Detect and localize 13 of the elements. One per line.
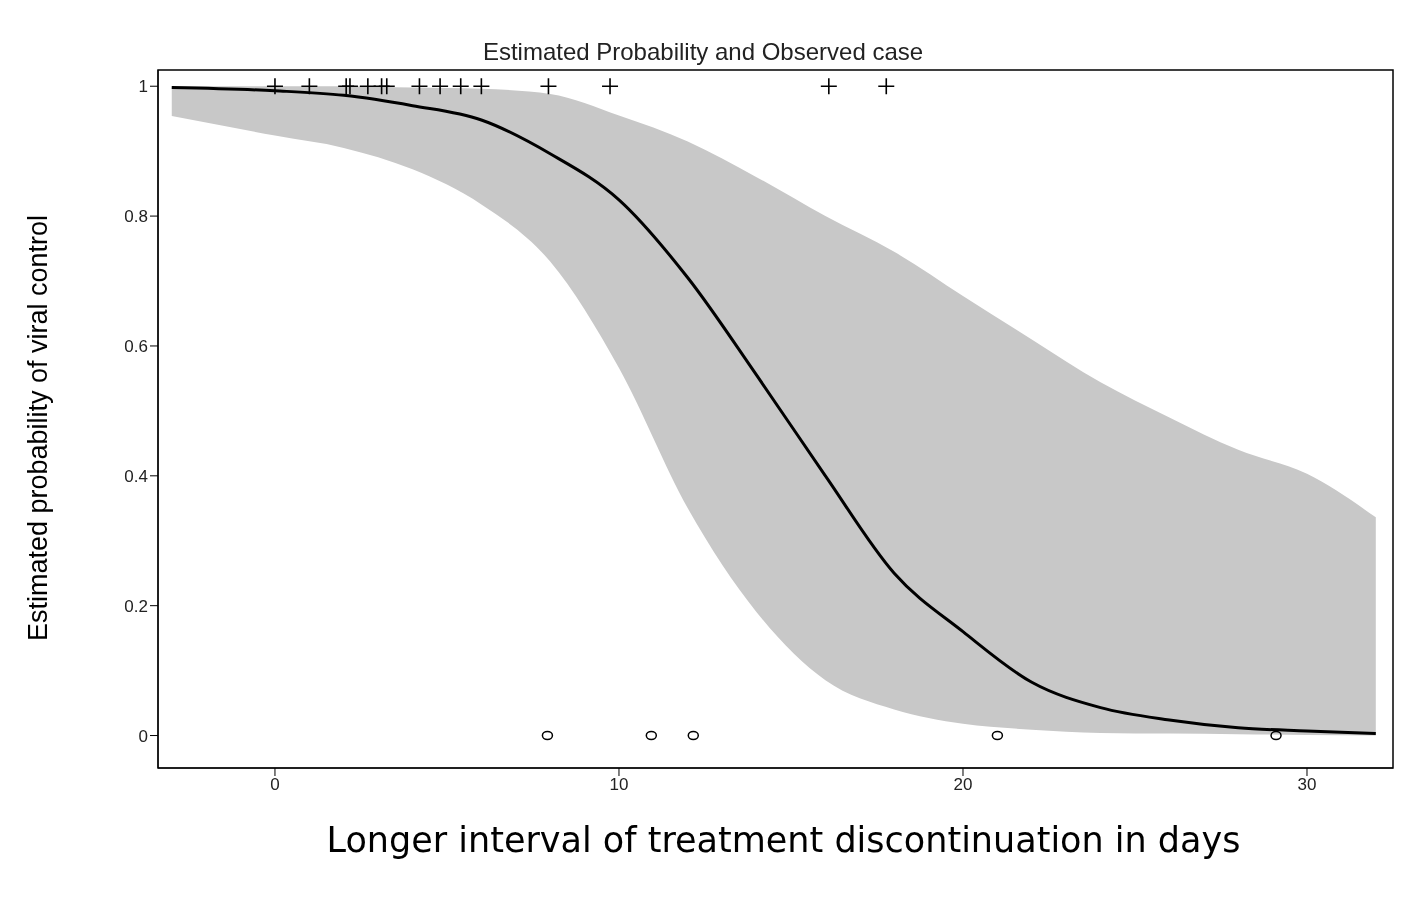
x-axis-title: Longer interval of treatment discontinuation in days bbox=[325, 820, 1242, 860]
y-tick-label: 0 bbox=[138, 726, 148, 746]
y-tick-label: 0.8 bbox=[124, 207, 148, 227]
x-tick-label: 30 bbox=[1297, 775, 1317, 795]
x-tick-label: 20 bbox=[953, 775, 973, 795]
x-tick-label: 0 bbox=[270, 775, 280, 795]
y-axis-title: Estimated probability of viral control bbox=[22, 214, 54, 642]
y-tick-label: 0.6 bbox=[124, 336, 148, 356]
chart-title: Estimated Probability and Observed case bbox=[481, 38, 925, 66]
y-tick-label: 0.4 bbox=[124, 466, 148, 486]
y-tick-label: 1 bbox=[138, 77, 148, 97]
x-tick-label: 10 bbox=[609, 775, 629, 795]
y-tick-label: 0.2 bbox=[124, 596, 148, 616]
